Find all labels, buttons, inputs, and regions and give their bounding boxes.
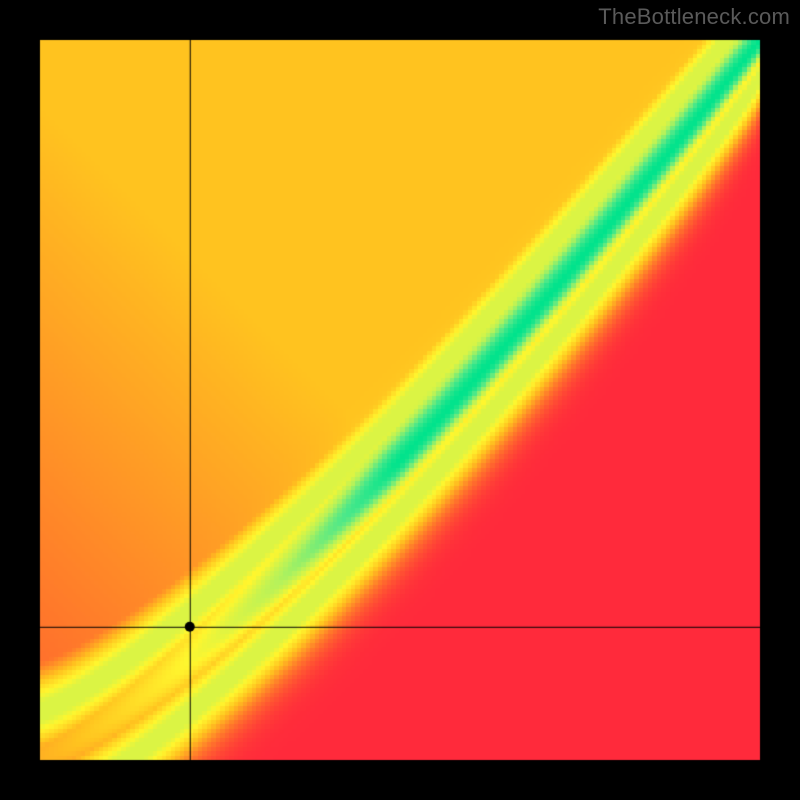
figure-container: TheBottleneck.com [0, 0, 800, 800]
watermark-text: TheBottleneck.com [598, 4, 790, 30]
bottleneck-heatmap [0, 0, 800, 800]
